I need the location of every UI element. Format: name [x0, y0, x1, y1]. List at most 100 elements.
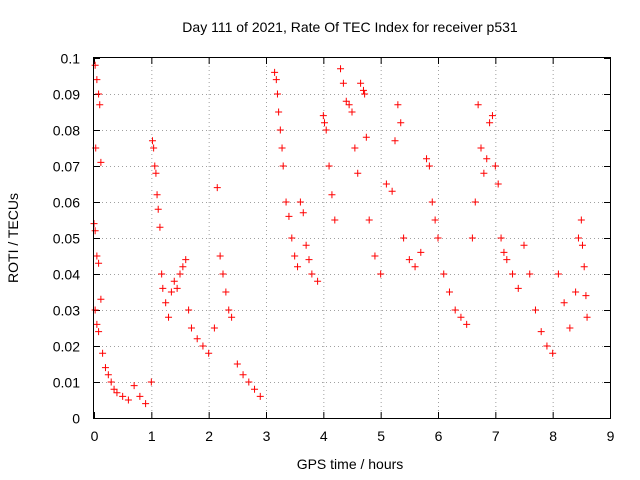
data-point-plus	[99, 349, 107, 357]
x-tick-label: 7	[492, 428, 500, 444]
data-point-plus	[205, 349, 213, 357]
chart-title: Day 111 of 2021, Rate Of TEC Index for r…	[182, 19, 518, 35]
data-point-plus	[91, 61, 99, 69]
data-point-plus	[296, 198, 304, 206]
data-point-plus	[320, 119, 328, 127]
data-point-plus	[210, 324, 218, 332]
data-point-plus	[216, 252, 224, 260]
y-tick-label: 0.07	[53, 159, 80, 175]
data-point-plus	[142, 400, 150, 408]
data-point-plus	[158, 270, 166, 278]
data-point-plus	[273, 90, 281, 98]
data-point-plus	[319, 112, 327, 120]
data-point-plus	[176, 270, 184, 278]
y-tick-label: 0.09	[53, 87, 80, 103]
data-point-plus	[294, 263, 302, 271]
data-point-plus	[185, 306, 193, 314]
data-point-plus	[93, 320, 101, 328]
x-tick-label: 2	[205, 428, 213, 444]
data-point-plus	[440, 270, 448, 278]
data-point-plus	[182, 256, 190, 264]
data-point-plus	[124, 396, 132, 404]
data-point-plus	[371, 252, 379, 260]
data-point-plus	[225, 306, 233, 314]
data-point-plus	[308, 270, 316, 278]
data-point-plus	[173, 284, 181, 292]
data-point-plus	[388, 187, 396, 195]
data-point-plus	[271, 68, 279, 76]
data-point-plus	[213, 184, 221, 192]
data-point-plus	[251, 385, 259, 393]
data-point-plus	[331, 216, 339, 224]
data-point-plus	[278, 144, 286, 152]
data-point-plus	[107, 378, 115, 386]
data-point-plus	[509, 270, 517, 278]
data-point-plus	[95, 90, 103, 98]
data-point-plus	[95, 259, 103, 267]
data-point-plus	[337, 65, 345, 73]
data-point-plus	[162, 299, 170, 307]
data-point-plus	[339, 79, 347, 87]
data-point-plus	[391, 137, 399, 145]
data-point-plus	[152, 169, 160, 177]
data-point-plus	[526, 270, 534, 278]
data-point-plus	[537, 328, 545, 336]
data-point-plus	[359, 86, 367, 94]
data-point-plus	[151, 162, 159, 170]
data-point-plus	[582, 292, 590, 300]
data-point-plus	[91, 306, 99, 314]
data-point-plus	[279, 162, 287, 170]
x-tick-label: 3	[263, 428, 271, 444]
data-point-plus	[583, 313, 591, 321]
data-point-plus	[276, 126, 284, 134]
data-point-plus	[494, 180, 502, 188]
y-tick-label: 0.1	[61, 51, 81, 67]
data-point-plus	[503, 256, 511, 264]
data-point-plus	[147, 378, 155, 386]
data-point-plus	[357, 79, 365, 87]
data-point-plus	[491, 162, 499, 170]
data-point-plus	[285, 212, 293, 220]
data-point-plus	[328, 191, 336, 199]
data-point-plus	[130, 382, 138, 390]
data-point-plus	[325, 162, 333, 170]
data-point-plus	[480, 169, 488, 177]
data-point-plus	[514, 284, 522, 292]
data-point-plus	[272, 76, 280, 84]
data-point-plus	[428, 198, 436, 206]
data-point-plus	[520, 241, 528, 249]
data-point-plus	[159, 284, 167, 292]
data-point-plus	[543, 342, 551, 350]
data-point-plus	[256, 392, 264, 400]
data-point-plus	[305, 256, 313, 264]
data-point-plus	[322, 126, 330, 134]
data-point-plus	[233, 360, 241, 368]
y-axis-label: ROTI / TECUs	[5, 193, 21, 283]
y-tick-label: 0.03	[53, 303, 80, 319]
data-point-plus	[156, 223, 164, 231]
data-point-plus	[150, 144, 158, 152]
data-point-plus	[423, 155, 431, 163]
x-tick-label: 0	[91, 428, 99, 444]
data-point-plus	[153, 191, 161, 199]
data-point-plus	[222, 288, 230, 296]
data-point-plus	[411, 263, 419, 271]
data-point-plus	[394, 101, 402, 109]
y-tick-label: 0.08	[53, 123, 80, 139]
x-tick-label: 8	[549, 428, 557, 444]
data-point-plus	[110, 385, 118, 393]
data-point-plus	[154, 205, 162, 213]
data-point-plus	[400, 234, 408, 242]
data-point-plus	[578, 241, 586, 249]
data-point-plus	[136, 392, 144, 400]
data-point-plus	[471, 198, 479, 206]
data-point-plus	[580, 263, 588, 271]
data-point-plus	[566, 324, 574, 332]
data-point-plus	[554, 270, 562, 278]
data-point-plus	[93, 252, 101, 260]
data-point-plus	[431, 216, 439, 224]
data-point-plus	[549, 349, 557, 357]
data-point-plus	[354, 169, 362, 177]
y-tick-label: 0.02	[53, 339, 80, 355]
